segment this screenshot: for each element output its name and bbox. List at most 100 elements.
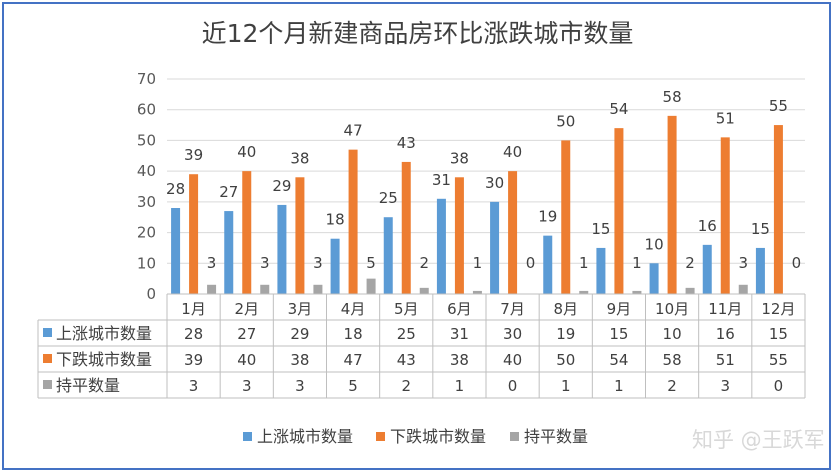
table-cell: 51	[716, 351, 735, 369]
data-label: 1	[579, 254, 589, 272]
data-label: 18	[326, 211, 345, 229]
table-cell: 54	[609, 351, 628, 369]
data-label: 16	[698, 217, 717, 235]
data-label: 40	[503, 143, 522, 161]
table-cell: 47	[344, 351, 363, 369]
table-cell: 1	[455, 377, 465, 395]
data-label: 38	[290, 149, 309, 167]
y-tick-label: 0	[146, 285, 156, 303]
bar	[667, 115, 677, 294]
table-cell: 43	[397, 351, 416, 369]
legend-label: 上涨城市数量	[257, 427, 353, 446]
table-cell: 40	[503, 351, 522, 369]
data-label: 43	[397, 134, 416, 152]
bar	[490, 201, 500, 294]
x-tick-label: 5月	[394, 300, 419, 318]
y-tick-label: 70	[137, 70, 156, 88]
bar	[649, 263, 659, 294]
table-cell: 27	[237, 325, 256, 343]
data-label: 19	[538, 208, 557, 226]
x-tick-label: 3月	[288, 300, 313, 318]
data-label: 29	[272, 177, 291, 195]
bar	[685, 287, 695, 294]
bar	[383, 217, 393, 294]
bar	[277, 204, 287, 294]
y-tick-label: 30	[137, 193, 156, 211]
chart-title: 近12个月新建商品房环比涨跌城市数量	[201, 19, 634, 48]
bar	[366, 278, 376, 294]
table-cell: 15	[609, 325, 628, 343]
data-label: 47	[344, 122, 363, 140]
data-label: 10	[645, 235, 664, 253]
table-cell: 3	[295, 377, 305, 395]
bar	[561, 140, 571, 294]
x-tick-label: 4月	[341, 300, 366, 318]
bar	[330, 238, 340, 294]
y-tick-label: 10	[137, 254, 156, 272]
table-cell: 18	[344, 325, 363, 343]
bar	[189, 174, 199, 294]
table-cell: 58	[663, 351, 682, 369]
x-tick-label: 9月	[607, 300, 632, 318]
bar	[508, 171, 518, 294]
data-label: 40	[237, 143, 256, 161]
data-label: 15	[751, 220, 770, 238]
table-cell: 1	[561, 377, 571, 395]
table-cell: 25	[397, 325, 416, 343]
bar	[579, 290, 589, 294]
data-label: 0	[526, 254, 536, 272]
table-cell: 5	[348, 377, 358, 395]
bar	[614, 128, 624, 294]
table-legend-key	[43, 328, 52, 337]
table-cell: 2	[401, 377, 411, 395]
bar	[348, 149, 358, 294]
data-label: 1	[632, 254, 642, 272]
data-label: 1	[473, 254, 483, 272]
bar	[632, 290, 642, 294]
table-cell: 40	[237, 351, 256, 369]
data-label: 2	[419, 254, 429, 272]
table-row-header: 下跌城市数量	[56, 350, 152, 369]
y-tick-label: 50	[137, 131, 156, 149]
bar	[401, 161, 411, 294]
bar	[313, 284, 323, 294]
table-cell: 28	[184, 325, 203, 343]
table-cell: 1	[614, 377, 624, 395]
table-legend-key	[43, 380, 52, 389]
bar	[543, 235, 553, 294]
data-label: 3	[207, 254, 217, 272]
data-label: 3	[313, 254, 323, 272]
bar	[702, 244, 712, 294]
legend-label: 下跌城市数量	[390, 427, 486, 446]
table-cell: 3	[720, 377, 730, 395]
data-label: 58	[663, 88, 682, 106]
bar	[260, 284, 270, 294]
y-tick-label: 20	[137, 224, 156, 242]
data-label: 25	[379, 189, 398, 207]
table-row-header: 持平数量	[56, 376, 120, 395]
table-legend-key	[43, 354, 52, 363]
data-label: 0	[792, 254, 802, 272]
bar	[436, 198, 446, 294]
data-label: 27	[219, 183, 238, 201]
bar	[207, 284, 217, 294]
x-tick-label: 10月	[655, 300, 689, 318]
data-label: 39	[184, 146, 203, 164]
data-label: 54	[609, 100, 628, 118]
bar	[720, 137, 730, 294]
x-tick-label: 7月	[500, 300, 525, 318]
data-label: 51	[716, 109, 735, 127]
table-cell: 10	[663, 325, 682, 343]
bar	[171, 208, 181, 294]
legend-key	[243, 432, 252, 441]
table-cell: 2	[667, 377, 677, 395]
data-label: 3	[738, 254, 748, 272]
table-cell: 30	[503, 325, 522, 343]
table-cell: 16	[716, 325, 735, 343]
x-tick-label: 6月	[447, 300, 472, 318]
bar	[419, 287, 429, 294]
table-cell: 15	[769, 325, 788, 343]
data-label: 50	[556, 112, 575, 130]
y-tick-label: 40	[137, 162, 156, 180]
